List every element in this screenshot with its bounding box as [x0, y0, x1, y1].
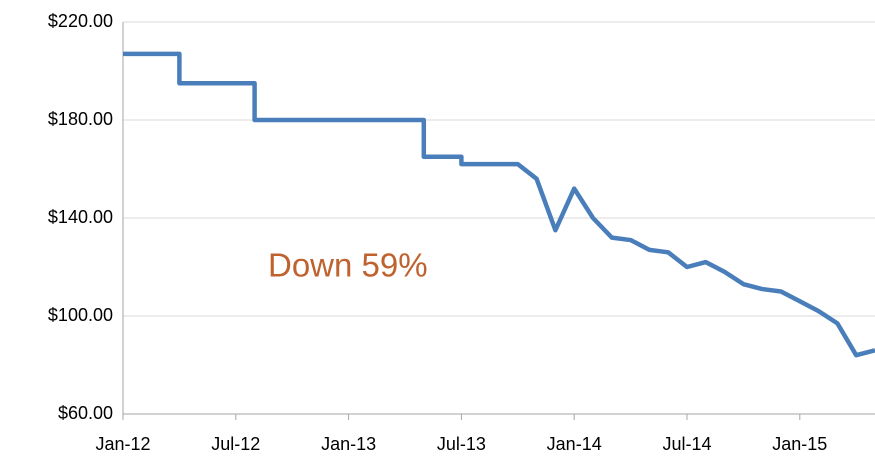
x-tick-label: Jul-14	[662, 434, 711, 454]
annotation: Down 59%	[268, 247, 428, 284]
x-tick-label: Jul-13	[437, 434, 486, 454]
x-tick-label: Jan-12	[95, 434, 150, 454]
data-line	[123, 51, 875, 358]
y-tick-label: $100.00	[48, 305, 113, 325]
y-tick-label: $180.00	[48, 109, 113, 129]
y-tick-label: $140.00	[48, 207, 113, 227]
x-tick-label: Jan-14	[547, 434, 602, 454]
y-tick-label: $60.00	[58, 403, 113, 423]
x-tick-label: Jan-15	[772, 434, 827, 454]
x-tick-label: Jul-12	[211, 434, 260, 454]
y-tick-label: $220.00	[48, 11, 113, 31]
x-tick-label: Jan-13	[321, 434, 376, 454]
